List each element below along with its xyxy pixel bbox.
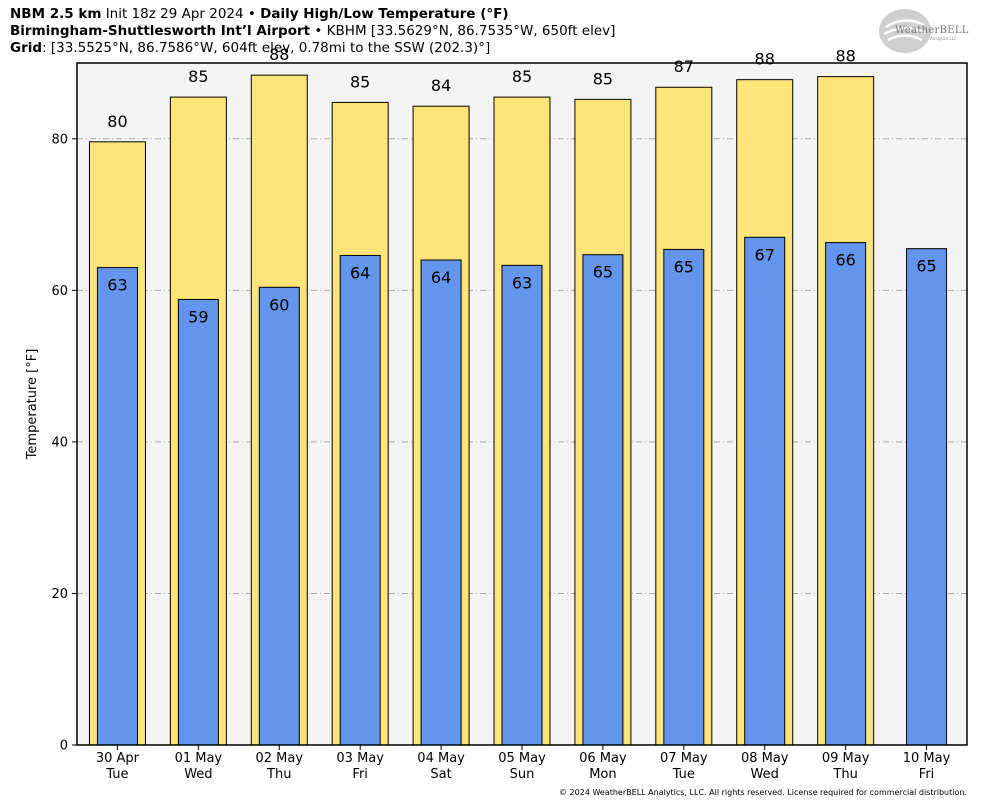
high-temp-label: 85 <box>350 72 370 91</box>
x-tick-day-label: Fri <box>919 767 935 782</box>
low-temp-bar <box>744 236 786 746</box>
low-temp-label: 66 <box>835 251 855 270</box>
weatherbell-logo-icon <box>879 9 931 53</box>
grid-label: Grid <box>10 40 43 56</box>
x-tick-day-label: Sat <box>430 767 451 782</box>
x-tick-date-label: 06 May <box>579 751 627 766</box>
x-tick-date-label: 02 May <box>255 751 303 766</box>
x-tick-day-label: Thu <box>266 767 291 782</box>
x-tick-date-label: 03 May <box>336 751 384 766</box>
low-temp-bar <box>96 267 138 746</box>
logo-subtext: Analytics LLC <box>930 36 957 41</box>
x-tick-day-label: Sun <box>510 767 535 782</box>
high-temp-label: 88 <box>835 47 855 66</box>
low-temp-bar <box>663 248 705 746</box>
low-temp-label: 63 <box>107 276 127 295</box>
x-tick-day-label: Wed <box>184 767 212 782</box>
y-tick-label: 40 <box>51 435 68 450</box>
low-temp-label: 65 <box>593 263 613 282</box>
low-temp-label: 65 <box>674 257 694 276</box>
y-tick-label: 20 <box>51 587 68 602</box>
station-info: KBHM [33.5629°N, 86.7535°W, 650ft elev] <box>326 23 616 39</box>
x-tick-date-label: 10 May <box>903 751 951 766</box>
x-tick-date-label: 04 May <box>417 751 465 766</box>
high-temp-label: 85 <box>593 69 613 88</box>
header-line-1: NBM 2.5 km Init 18z 29 Apr 2024 • Daily … <box>10 6 509 23</box>
low-temp-label: 63 <box>512 273 532 292</box>
copyright-notice: © 2024 WeatherBELL Analytics, LLC. All r… <box>559 788 967 797</box>
header-line-3: Grid: [33.5525°N, 86.7586°W, 604ft elev,… <box>10 40 490 57</box>
x-tick-day-label: Tue <box>672 767 695 782</box>
x-tick-day-label: Thu <box>832 767 857 782</box>
model-name: NBM 2.5 km <box>10 6 102 22</box>
grid-info: : [33.5525°N, 86.7586°W, 604ft elev, 0.7… <box>42 40 491 56</box>
low-temp-label: 64 <box>350 263 370 282</box>
high-temp-label: 87 <box>674 57 694 76</box>
high-temp-label: 88 <box>755 50 775 69</box>
x-tick-date-label: 30 Apr <box>96 751 140 766</box>
low-temp-label: 59 <box>188 307 208 326</box>
low-temp-bar <box>177 298 219 746</box>
low-temp-bar <box>582 254 624 746</box>
logo-text: WeatherBELL <box>895 25 969 36</box>
low-temp-label: 64 <box>431 268 451 287</box>
y-tick-label: 80 <box>51 132 68 147</box>
low-temp-bar <box>339 254 381 746</box>
x-tick-day-label: Mon <box>589 767 616 782</box>
separator: • <box>314 23 323 39</box>
low-temp-label: 60 <box>269 295 289 314</box>
separator: • <box>247 6 256 22</box>
low-temp-bar <box>906 248 948 746</box>
low-temp-label: 67 <box>755 245 775 264</box>
x-tick-day-label: Fri <box>352 767 368 782</box>
high-temp-label: 85 <box>188 67 208 86</box>
x-tick-date-label: 08 May <box>741 751 789 766</box>
y-axis-label: Temperature [°F] <box>25 349 40 461</box>
high-temp-label: 85 <box>512 67 532 86</box>
x-tick-date-label: 05 May <box>498 751 546 766</box>
y-tick-label: 60 <box>51 284 68 299</box>
header-line-2: Birmingham-Shuttlesworth Int’l Airport •… <box>10 23 615 40</box>
init-time: Init 18z 29 Apr 2024 <box>105 6 244 22</box>
high-temp-label: 88 <box>269 45 289 64</box>
low-temp-label: 65 <box>916 257 936 276</box>
x-tick-day-label: Wed <box>751 767 779 782</box>
low-temp-bar <box>420 259 462 746</box>
high-temp-label: 84 <box>431 76 451 95</box>
x-tick-day-label: Tue <box>105 767 128 782</box>
x-tick-date-label: 07 May <box>660 751 708 766</box>
low-temp-bar <box>258 286 300 746</box>
low-temp-bar <box>825 242 867 746</box>
low-temp-bar <box>501 264 543 746</box>
x-tick-date-label: 09 May <box>822 751 870 766</box>
plot-frame <box>76 62 968 746</box>
x-tick-date-label: 01 May <box>175 751 223 766</box>
station-name: Birmingham-Shuttlesworth Int’l Airport <box>10 23 311 39</box>
y-tick-label: 0 <box>60 739 68 754</box>
high-temp-label: 80 <box>107 112 127 131</box>
product-title: Daily High/Low Temperature (°F) <box>260 6 509 22</box>
